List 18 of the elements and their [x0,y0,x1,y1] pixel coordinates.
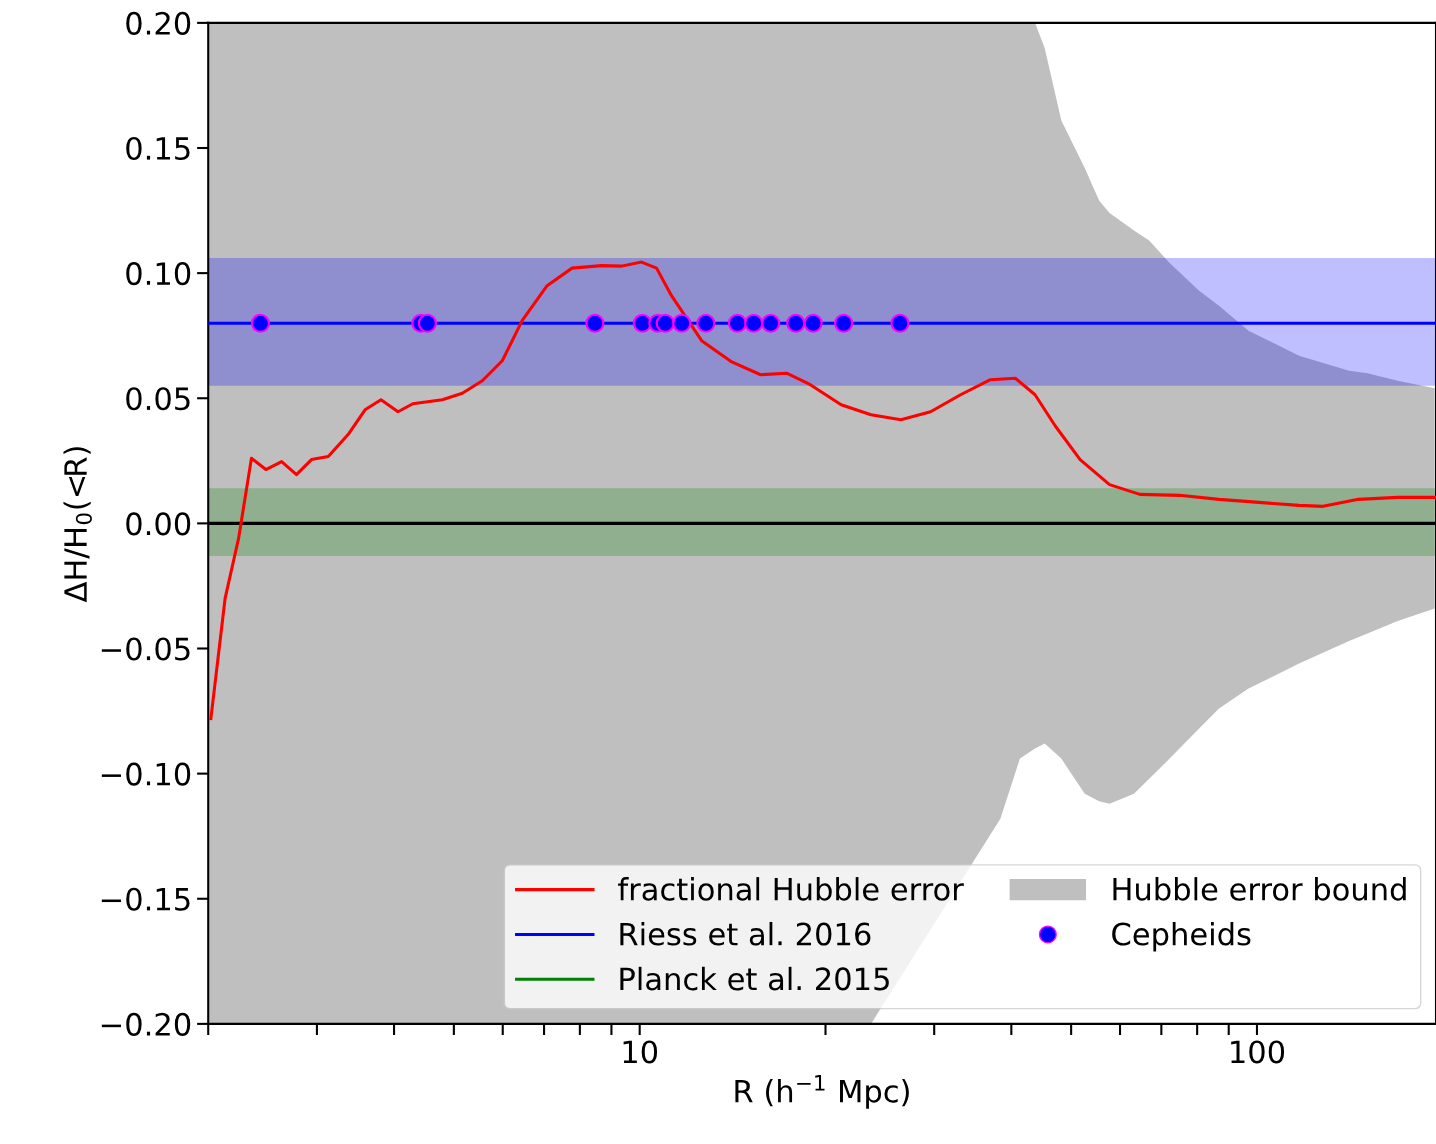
y-tick-label: −0.05 [101,637,190,661]
y-tick-label: 0.20 [126,11,191,35]
x-axis-title: R (h$^{−1}$ Mpc) [735,1074,909,1109]
legend-label: Planck et al. 2015 [620,966,889,991]
y-tick-label: −0.20 [101,1012,191,1036]
legend-label: fractional Hubble error [618,877,964,901]
y-tick-label: 0.00 [126,512,191,536]
y-tick-label: −0.10 [101,762,191,786]
y-tick-label: 0.10 [126,262,191,286]
legend-label: Cepheids [1112,921,1251,952]
y-tick-label: 0.15 [126,136,190,161]
y-axis-title: ΔH/H$_{0}$(<R) [63,447,92,603]
y-tick-label: −0.15 [101,887,190,911]
x-tick-label: 10 [623,1040,658,1064]
legend-label: Riess et al. 2016 [620,921,871,946]
y-tick-label: 0.05 [126,387,190,411]
x-tick-label: 100 [1231,1040,1285,1064]
legend-label: Hubble error bound [1113,877,1406,901]
